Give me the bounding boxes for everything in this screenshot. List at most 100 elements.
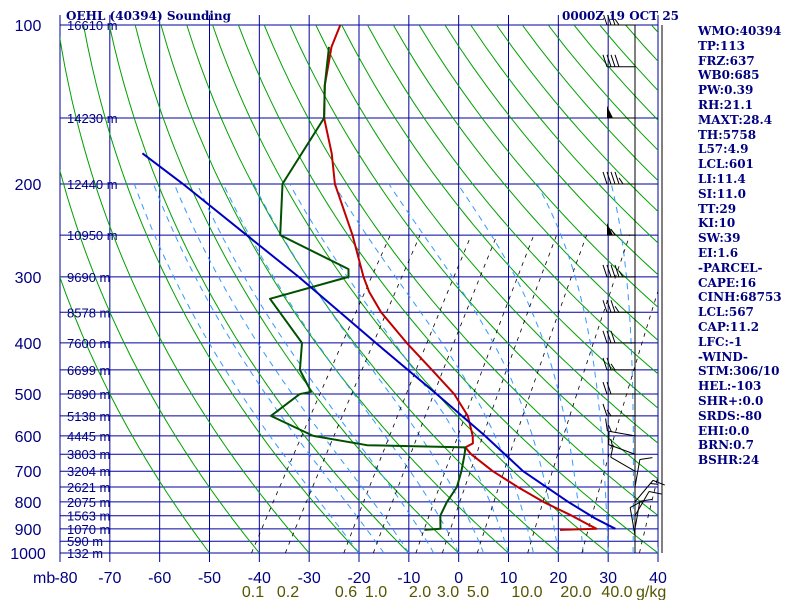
dewpoint-profile-line xyxy=(269,46,467,531)
moist-adiabat xyxy=(388,183,559,554)
pressure-tick-label: 200 xyxy=(15,177,42,194)
height-label: 16610 m xyxy=(67,18,118,33)
mixing-ratio-label: 0.1 xyxy=(242,584,264,600)
temperature-tick-label: 0 xyxy=(454,570,463,587)
mixing-ratio-label: 40.0 xyxy=(601,584,632,600)
wind-barb xyxy=(602,381,635,395)
stability-index-item: CAPE:16 xyxy=(698,275,757,290)
height-label: 7600 m xyxy=(67,336,110,351)
mixing-ratio-line xyxy=(251,234,391,554)
moist-adiabat xyxy=(196,183,435,554)
height-label: 8578 m xyxy=(67,305,110,320)
pressure-tick-label: 900 xyxy=(15,522,42,539)
wind-barb xyxy=(605,418,636,437)
pressure-tick-label: 1000 xyxy=(10,546,46,563)
height-label: 1070 m xyxy=(67,522,110,537)
stability-index-item: EI:1.6 xyxy=(698,245,739,260)
temperature-tick-label: 20 xyxy=(549,570,567,587)
dry-adiabat xyxy=(470,25,658,244)
moist-adiabat xyxy=(152,183,385,554)
mixing-ratio-label: 10.0 xyxy=(511,584,542,600)
temperature-tick-label: 10 xyxy=(500,570,518,587)
wind-barb xyxy=(608,431,636,455)
stability-index-item: -WIND- xyxy=(698,349,748,364)
stability-index-item: TP:113 xyxy=(698,38,746,53)
temperature-tick-label: -70 xyxy=(98,570,121,587)
dry-adiabat xyxy=(60,169,260,554)
temperature-tick-label: -10 xyxy=(397,570,420,587)
mixing-ratio-label: 2.0 xyxy=(409,584,431,600)
height-label: 1563 m xyxy=(67,509,110,524)
moist-adiabat xyxy=(333,183,534,554)
wind-barb xyxy=(634,498,653,529)
dry-adiabat xyxy=(367,25,658,375)
moist-adiabat xyxy=(133,183,360,554)
dry-adiabat xyxy=(212,25,609,554)
temperature-profile-line xyxy=(323,25,598,531)
height-label: 2075 m xyxy=(67,495,110,510)
stability-index-item: LCL:567 xyxy=(698,305,754,320)
stability-index-item: BSHR:24 xyxy=(698,453,760,468)
mixing-ratio-label: 20.0 xyxy=(560,584,591,600)
moist-adiabat xyxy=(657,539,658,553)
stability-index-item: HEL:-103 xyxy=(698,379,762,394)
dry-adiabat xyxy=(392,25,658,341)
pressure-tick-label: 700 xyxy=(15,464,42,481)
wind-barb xyxy=(629,501,642,536)
pressure-tick-label: 800 xyxy=(15,495,42,512)
temperature-tick-label: -30 xyxy=(298,570,321,587)
dry-adiabat xyxy=(263,25,658,517)
height-label: 590 m xyxy=(67,534,103,549)
mixing-ratio-label: 0.2 xyxy=(277,584,299,600)
wind-barb xyxy=(602,264,635,278)
stability-index-item: LCL:601 xyxy=(698,157,754,172)
dry-adiabat xyxy=(60,35,310,554)
height-label: 9690 m xyxy=(67,270,110,285)
stability-index-item: CAP:11.2 xyxy=(698,319,760,334)
station-title: OEHL (40394) Sounding xyxy=(66,9,232,23)
mixing-ratio-line xyxy=(284,234,421,554)
sounding-profiles xyxy=(141,25,616,531)
valid-time: 0000Z 19 OCT 25 xyxy=(562,9,680,23)
pressure-unit-label: mb xyxy=(33,570,55,587)
stability-index-item: FRZ:637 xyxy=(698,53,755,68)
height-label: 14230 m xyxy=(67,111,118,126)
stability-index-item: STM:306/10 xyxy=(698,364,780,379)
height-label: 3204 m xyxy=(67,464,110,479)
dry-adiabat xyxy=(83,25,360,554)
mixing-ratio-label: 5.0 xyxy=(467,584,489,600)
temperature-tick-label: -20 xyxy=(347,570,370,587)
height-label: 132 m xyxy=(67,546,103,561)
height-label: 4445 m xyxy=(67,429,110,444)
wind-barb xyxy=(634,490,662,516)
wind-barb xyxy=(602,300,635,313)
wind-barbs xyxy=(602,15,665,553)
wind-barb xyxy=(602,357,635,371)
pressure-tick-label: 600 xyxy=(15,429,42,446)
stability-indices-list: WMO:40394 TP:113 FRZ:637 WB0:685 PW:0.39 RH:2… xyxy=(698,24,782,468)
stability-index-item: CINH:68753 xyxy=(698,290,782,305)
stability-index-item: EHI:0.0 xyxy=(698,423,750,438)
stability-index-item: WMO:40394 xyxy=(698,24,782,38)
height-label: 5890 m xyxy=(67,387,110,402)
dry-adiabat xyxy=(108,25,410,554)
dry-adiabat xyxy=(418,25,658,308)
stability-index-item: MAXT:28.4 xyxy=(698,112,773,127)
height-label: 6699 m xyxy=(67,363,110,378)
moist-adiabat xyxy=(253,183,485,554)
mixing-ratio-line xyxy=(476,234,587,554)
dry-adiabat xyxy=(160,25,509,554)
mixing-ratio-unit: g/kg xyxy=(636,584,666,600)
stability-index-item: WB0:685 xyxy=(698,68,760,83)
stability-index-item: PW:0.39 xyxy=(698,83,754,98)
stability-index-item: SW:39 xyxy=(698,231,741,246)
wind-barb xyxy=(607,105,635,119)
moist-adiabat xyxy=(457,183,584,554)
temperature-tick-label: 40 xyxy=(649,570,667,587)
dry-adiabat xyxy=(237,25,658,554)
wind-barb xyxy=(602,171,635,185)
wind-barb xyxy=(610,444,636,472)
mixing-ratio-label: 3.0 xyxy=(437,584,459,600)
mixing-ratio-line xyxy=(527,234,631,554)
